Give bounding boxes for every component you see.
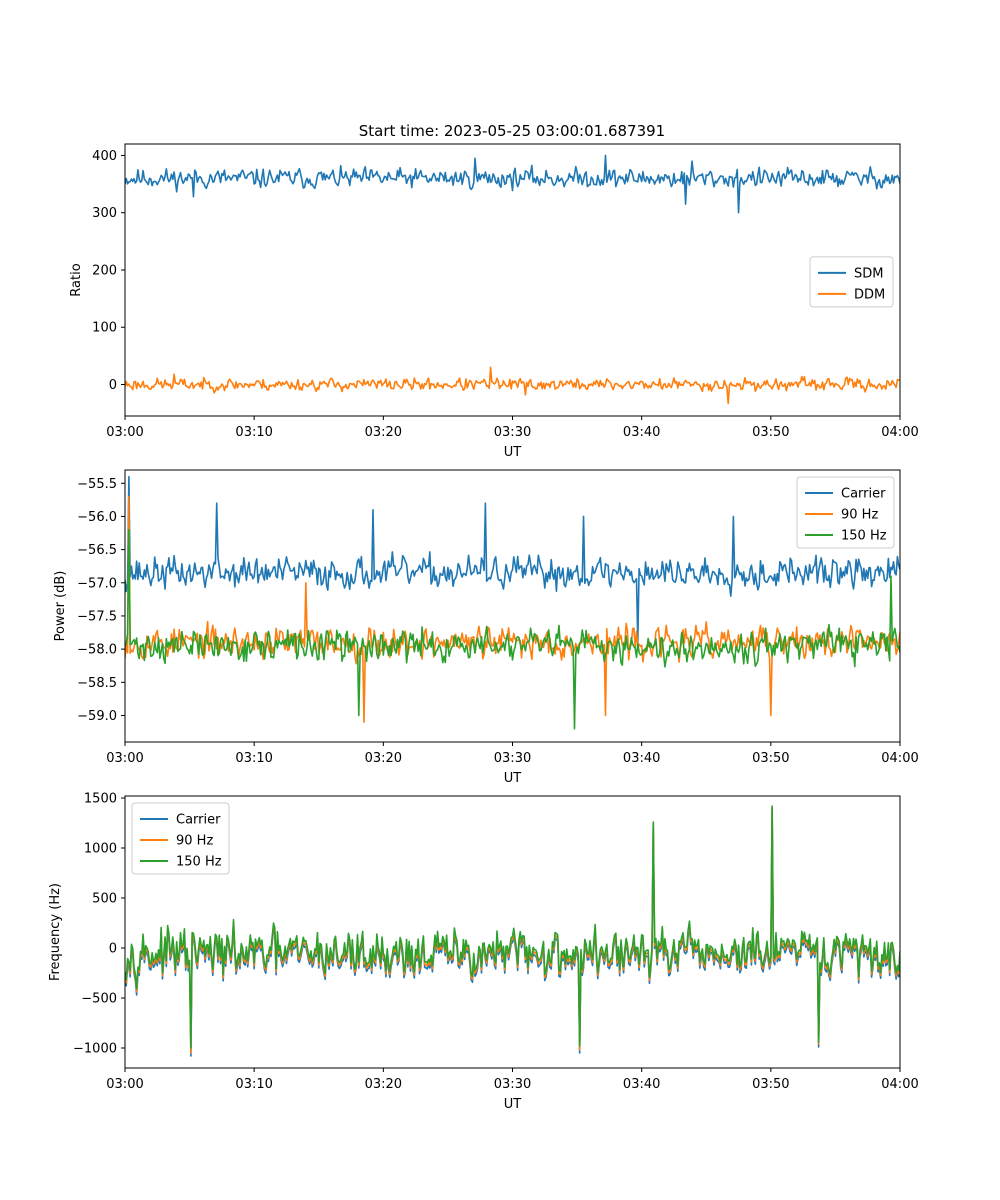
x-tick-label: 03:50 (752, 751, 789, 766)
series-line-90-hz (125, 495, 900, 723)
y-tick-label: 1500 (84, 792, 117, 807)
legend-label: 90 Hz (841, 508, 878, 523)
x-tick-label: 03:50 (752, 425, 789, 440)
x-tick-label: 03:00 (106, 1077, 143, 1092)
series-line-sdm (125, 154, 900, 214)
axes-frame (124, 469, 901, 743)
x-tick-label: 03:10 (235, 425, 272, 440)
x-axis-label: UT (504, 1097, 522, 1112)
legend-label: Carrier (176, 813, 221, 828)
series-line-90-hz (125, 807, 900, 1054)
y-tick-label: 300 (92, 206, 117, 221)
y-tick-label: 200 (92, 263, 117, 278)
chart-panel-3: 03:00 03:10 03:20 03:30 03:40 03:50 04:00 −1000… (48, 792, 919, 1113)
x-tick-label: 03:00 (106, 751, 143, 766)
y-tick-label: −59.0 (77, 709, 117, 724)
y-tick-label: 0 (109, 378, 117, 393)
y-tick-label: −500 (81, 992, 117, 1007)
y-tick-label: −57.0 (77, 576, 117, 591)
x-axis-label: UT (504, 445, 522, 460)
y-axis-label: Power (dB) (53, 571, 68, 642)
series-line-ddm (125, 366, 900, 405)
legend-box (131, 802, 230, 875)
y-tick-label: 500 (92, 892, 117, 907)
legend-label: Carrier (841, 487, 886, 502)
chart-panel-2: 03:00 03:10 03:20 03:30 03:40 03:50 04:00 −59.0… (53, 469, 919, 786)
y-tick-label: 100 (92, 321, 117, 336)
legend-label: 150 Hz (841, 529, 887, 544)
legend: Carrier 90 Hz 150 Hz (796, 476, 895, 549)
x-tick-label: 03:20 (365, 751, 402, 766)
x-tick-label: 03:40 (623, 425, 660, 440)
legend-box (796, 476, 895, 549)
legend: Carrier 90 Hz 150 Hz (131, 802, 230, 875)
x-tick-label: 03:40 (623, 1077, 660, 1092)
x-tick-label: 03:50 (752, 1077, 789, 1092)
legend-label: 90 Hz (176, 834, 213, 849)
x-tick-label: 04:00 (881, 1077, 918, 1092)
x-tick-label: 03:20 (365, 1077, 402, 1092)
x-tick-label: 03:30 (494, 425, 531, 440)
y-tick-label: 1000 (84, 842, 117, 857)
x-tick-label: 03:20 (365, 425, 402, 440)
y-tick-label: −55.5 (77, 477, 117, 492)
y-tick-label: −58.0 (77, 643, 117, 658)
x-tick-label: 04:00 (881, 751, 918, 766)
x-tick-label: 03:10 (235, 1077, 272, 1092)
x-tick-label: 04:00 (881, 425, 918, 440)
y-tick-label: −58.5 (77, 676, 117, 691)
series-line-150-hz (125, 528, 900, 730)
series-line-150-hz (125, 805, 900, 1049)
x-tick-label: 03:40 (623, 751, 660, 766)
y-tick-label: −57.5 (77, 609, 117, 624)
x-axis-label: UT (504, 771, 522, 786)
legend: SDM DDM (809, 256, 894, 308)
series-line-carrier (125, 475, 900, 644)
y-tick-label: 0 (109, 942, 117, 957)
x-tick-label: 03:00 (106, 425, 143, 440)
chart-title: Start time: 2023-05-25 03:00:01.687391 (359, 122, 665, 140)
y-axis-label: Ratio (69, 263, 84, 296)
y-tick-label: −56.0 (77, 510, 117, 525)
chart-panel-1: 03:00 03:10 03:20 03:30 03:40 03:50 04:00 0 100 2… (69, 143, 919, 460)
y-tick-label: 400 (92, 149, 117, 164)
y-tick-label: −1000 (73, 1042, 117, 1057)
x-tick-label: 03:10 (235, 751, 272, 766)
legend-label: SDM (854, 266, 883, 281)
y-tick-label: −56.5 (77, 543, 117, 558)
legend-label: 150 Hz (176, 855, 222, 870)
legend-label: DDM (854, 287, 885, 302)
y-axis-label: Frequency (Hz) (48, 883, 63, 981)
x-tick-label: 03:30 (494, 1077, 531, 1092)
x-tick-label: 03:30 (494, 751, 531, 766)
